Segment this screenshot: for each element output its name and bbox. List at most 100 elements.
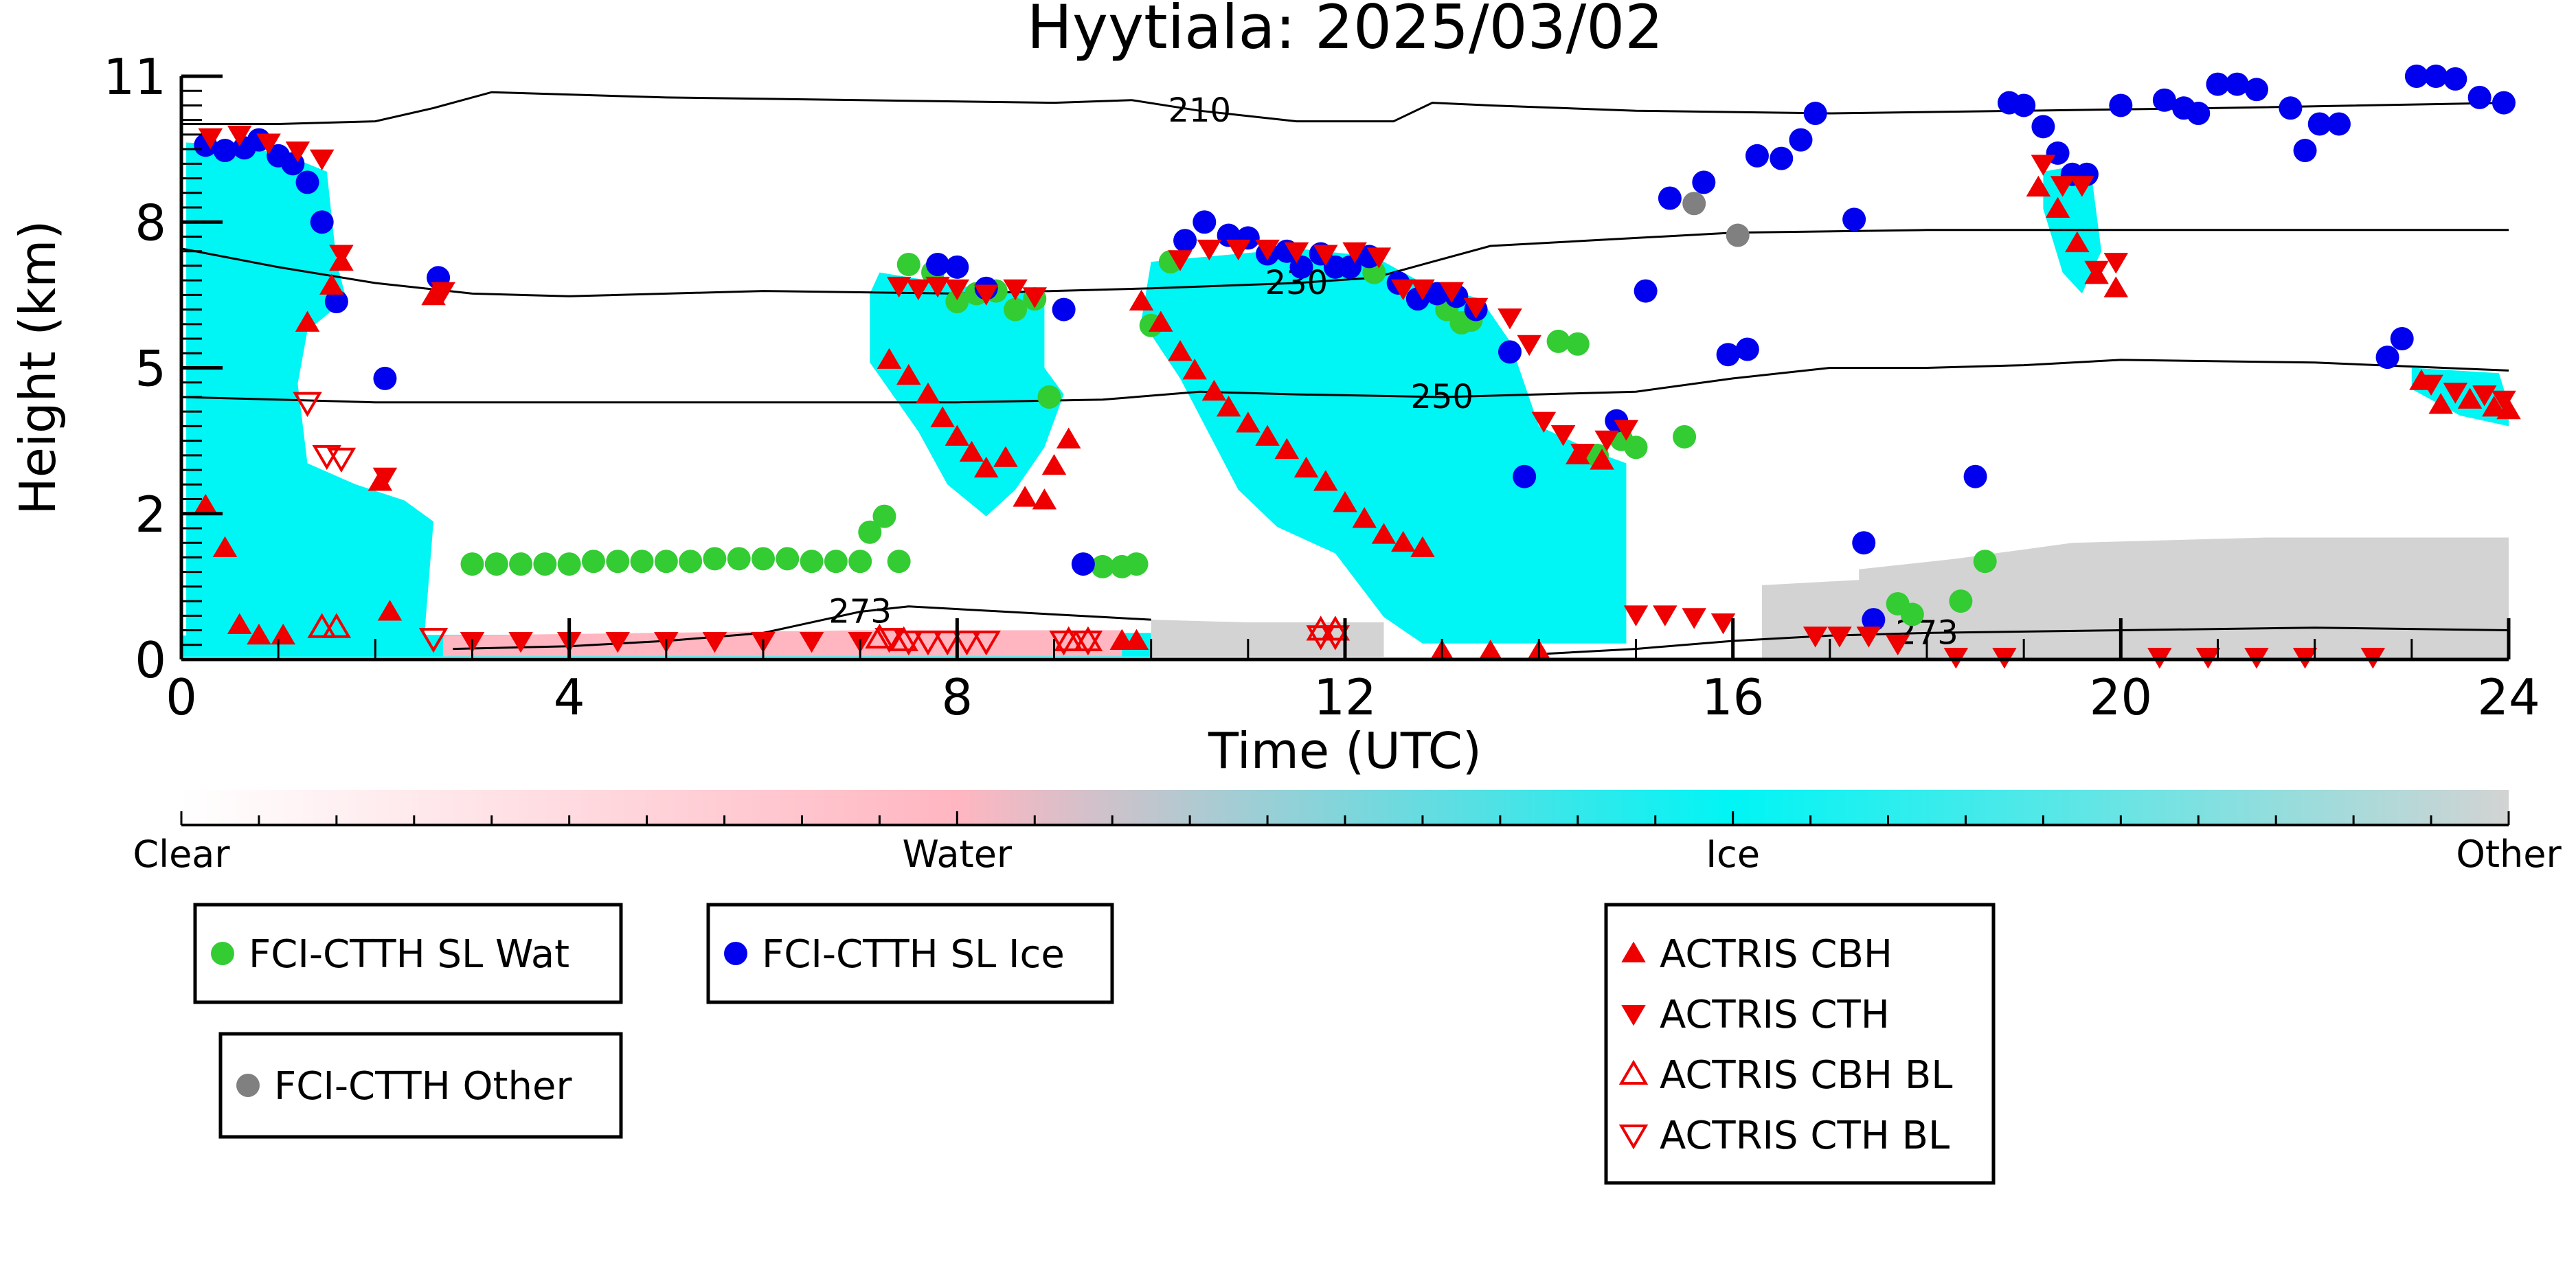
point-fci-ctth-sl-ice <box>1498 340 1522 364</box>
y-tick-label: 2 <box>135 486 166 543</box>
x-tick-label: 0 <box>166 668 197 726</box>
point-actris-cth-bl <box>952 630 982 656</box>
point-actris-cbh <box>1201 379 1227 401</box>
point-fci-ctth-sl-wat <box>581 550 605 574</box>
point-actris-cth <box>1803 626 1828 648</box>
point-actris-cth <box>2050 176 2075 197</box>
point-fci-ctth-sl-ice <box>1289 255 1313 279</box>
point-actris-cth <box>285 142 310 163</box>
point-actris-cbh <box>1274 438 1300 460</box>
point-fci-ctth-sl-ice <box>1842 207 1866 231</box>
isotherm-250-label: 250 <box>1410 378 1473 416</box>
point-actris-cbh <box>916 382 940 404</box>
point-fci-ctth-sl-wat <box>887 550 911 574</box>
legends: FCI-CTTH SL Wat FCI-CTTH SL Ice FCI-CTTH O… <box>193 903 1996 1185</box>
x-tick-label: 20 <box>2090 668 2153 726</box>
point-actris-cbh <box>973 456 999 478</box>
point-actris-cth <box>309 149 335 170</box>
point-fci-ctth-sl-wat <box>1037 385 1061 409</box>
point-fci-ctth-sl-ice <box>2244 78 2268 102</box>
point-fci-ctth-sl-ice <box>2293 139 2317 163</box>
point-actris-cth <box>1197 239 1222 261</box>
cloud-region-ice <box>186 142 433 649</box>
point-actris-cth <box>925 276 950 298</box>
y-tick-label: 8 <box>135 194 166 251</box>
point-actris-cth <box>2443 383 2468 404</box>
legend-label: FCI-CTTH Other <box>274 1064 572 1109</box>
cloud-mask-layer <box>181 142 2509 659</box>
point-fci-ctth-sl-ice <box>1852 531 1876 555</box>
point-actris-cth <box>508 631 533 653</box>
point-fci-ctth-sl-ice <box>2279 96 2303 120</box>
point-actris-cth <box>1827 626 1852 648</box>
point-actris-cth <box>945 279 970 301</box>
y-tick-label: 11 <box>103 48 166 106</box>
point-actris-cth-bl <box>418 628 449 653</box>
point-actris-cbh <box>2496 398 2521 420</box>
point-actris-cbh <box>1313 470 1338 491</box>
legend-label: ACTRIS CBH <box>1660 932 1893 977</box>
point-actris-cbh <box>1041 453 1067 475</box>
point-actris-cth <box>431 282 455 303</box>
point-fci-ctth-sl-ice <box>1513 464 1537 488</box>
colorbar-label-other: Other <box>2456 833 2562 876</box>
point-actris-cth <box>1168 250 1193 271</box>
point-actris-cbh <box>212 536 238 557</box>
legend-box: FCI-CTTH SL Wat <box>193 903 623 1004</box>
point-fci-ctth-sl-wat <box>1004 297 1028 321</box>
point-fci-ctth-sl-wat <box>1125 552 1149 576</box>
colorbar-label-clear: Clear <box>133 833 230 876</box>
point-fci-ctth-sl-wat <box>654 550 678 574</box>
point-actris-cth-bl <box>326 447 357 473</box>
point-actris-cbh <box>1013 486 1037 507</box>
point-actris-cth <box>2031 155 2056 176</box>
point-actris-cbh <box>1410 536 1435 557</box>
point-actris-cbh <box>1032 488 1057 510</box>
point-actris-cbh <box>1056 427 1081 449</box>
point-fci-ctth-sl-wat <box>703 547 727 571</box>
point-fci-ctth-sl-ice <box>1789 128 1813 152</box>
point-actris-cth <box>886 276 912 298</box>
isotherm-273-label: 273 <box>828 593 892 631</box>
legend-box: ACTRIS CBH ACTRIS CTH ACTRIS CBH BL ACTRIS … <box>1604 903 1996 1185</box>
point-fci-ctth-sl-ice <box>1692 170 1716 194</box>
chart-title: Hyytiala: 2025/03/02 <box>1027 0 1663 63</box>
point-actris-cbh <box>1371 523 1397 544</box>
point-fci-ctth-sl-ice <box>1052 297 1076 321</box>
legend-box: FCI-CTTH SL Ice <box>706 903 1114 1004</box>
x-tick-label: 4 <box>554 668 585 726</box>
point-fci-ctth-sl-wat <box>1091 554 1115 578</box>
point-actris-cth <box>2084 260 2109 282</box>
legend-marker-triangle-down-open <box>1618 1124 1649 1150</box>
point-actris-cth-bl <box>1306 625 1335 651</box>
point-actris-cth <box>1390 279 1416 301</box>
point-fci-ctth-sl-ice <box>2404 65 2428 88</box>
point-actris-cbh <box>377 600 403 621</box>
point-fci-ctth-sl-wat <box>800 550 824 574</box>
x-tick-label: 12 <box>1313 668 1377 726</box>
point-fci-ctth-sl-ice <box>2390 327 2414 351</box>
x-tick-label: 8 <box>941 668 973 726</box>
point-actris-cth <box>1022 287 1048 308</box>
point-actris-cth <box>1653 605 1677 626</box>
point-actris-cth <box>329 245 354 266</box>
point-fci-ctth-sl-ice <box>1745 144 1769 168</box>
point-actris-cbh <box>1149 310 1173 332</box>
point-fci-ctth-sl-wat <box>1546 329 1570 353</box>
point-actris-cbh <box>1333 490 1357 512</box>
point-fci-ctth-sl-ice <box>373 366 397 390</box>
point-fci-ctth-sl-ice <box>1803 102 1827 126</box>
cloud-region-ice <box>1141 248 1627 644</box>
point-actris-cbh-bl <box>321 613 352 638</box>
point-fci-ctth-sl-ice <box>213 139 237 163</box>
point-actris-cth <box>1366 247 1392 269</box>
isotherm-210-label: 210 <box>1168 91 1231 130</box>
point-actris-cth <box>1856 626 1882 648</box>
point-actris-cth-bl <box>1073 630 1103 656</box>
point-fci-ctth-sl-wat <box>1973 550 1997 574</box>
point-actris-cth <box>799 631 824 653</box>
point-actris-cbh <box>1168 340 1193 361</box>
point-fci-ctth-sl-ice <box>2307 112 2331 136</box>
